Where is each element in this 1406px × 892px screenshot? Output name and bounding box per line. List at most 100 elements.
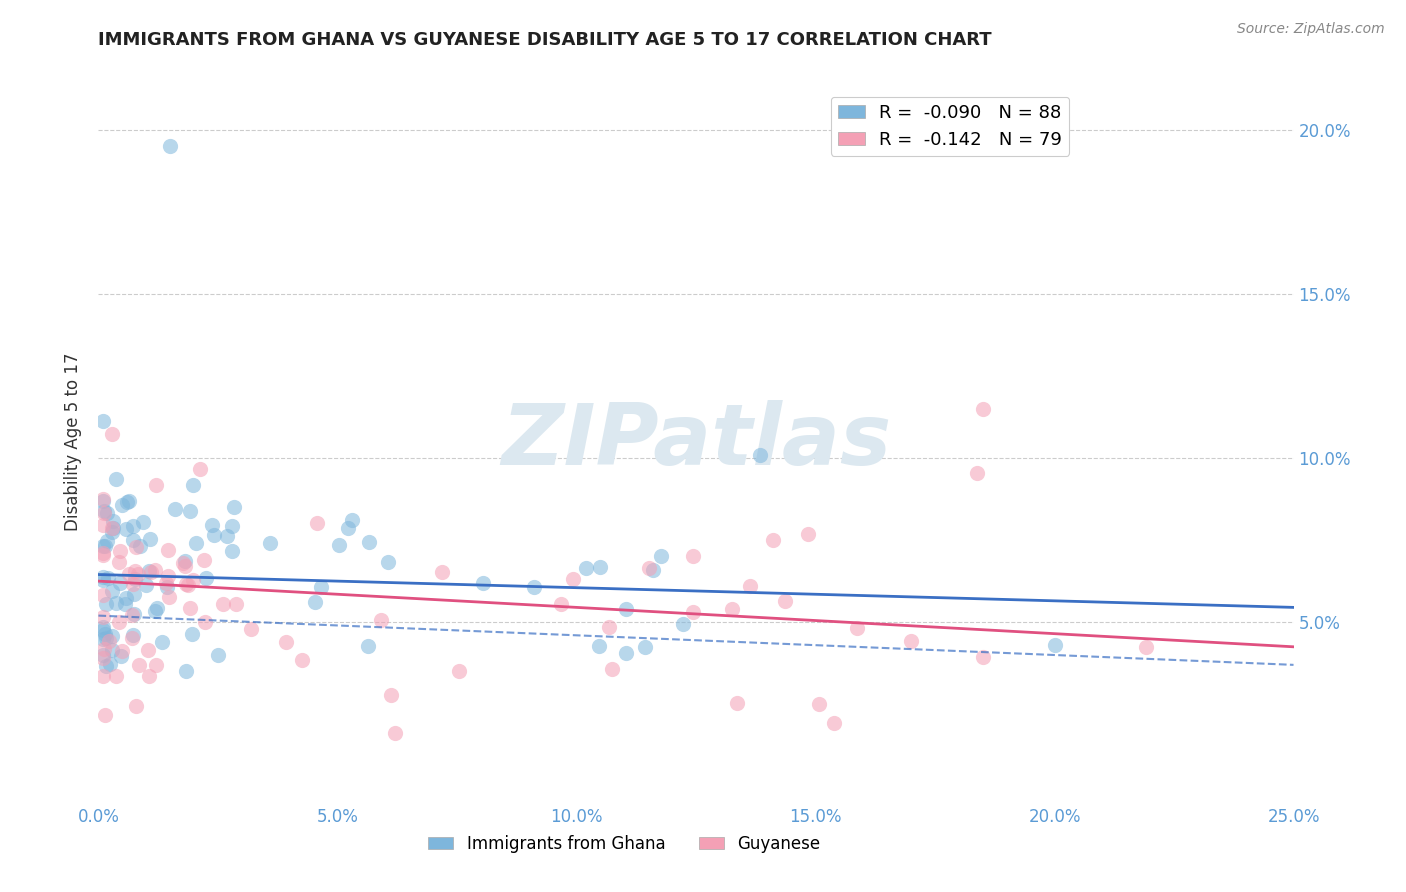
Point xyxy=(184,535,207,549)
Point xyxy=(682,605,704,619)
Point xyxy=(614,602,637,616)
Point xyxy=(550,598,572,612)
Point xyxy=(808,697,831,711)
Point xyxy=(124,564,146,578)
Point xyxy=(845,621,868,635)
Point xyxy=(588,560,610,574)
Point xyxy=(121,519,143,533)
Point xyxy=(125,540,148,554)
Point xyxy=(217,528,239,542)
Point xyxy=(121,607,143,622)
Point xyxy=(143,563,166,577)
Point xyxy=(328,538,350,552)
Point xyxy=(337,521,360,535)
Point xyxy=(138,669,160,683)
Point xyxy=(122,607,145,622)
Point xyxy=(221,518,243,533)
Point xyxy=(138,564,160,578)
Point xyxy=(201,518,224,533)
Point xyxy=(222,500,245,514)
Point xyxy=(155,575,177,590)
Point xyxy=(150,635,173,649)
Point xyxy=(108,576,131,591)
Point xyxy=(562,573,585,587)
Point xyxy=(309,580,332,594)
Point xyxy=(177,578,200,592)
Point xyxy=(131,515,153,529)
Point xyxy=(900,634,922,648)
Point xyxy=(122,628,145,642)
Point xyxy=(96,571,118,585)
Point xyxy=(225,597,247,611)
Point xyxy=(720,602,742,616)
Point xyxy=(91,648,114,662)
Point xyxy=(91,570,114,584)
Point xyxy=(221,543,243,558)
Point xyxy=(377,555,399,569)
Point xyxy=(384,725,406,739)
Point xyxy=(472,575,495,590)
Point xyxy=(118,493,141,508)
Point xyxy=(91,414,114,428)
Point xyxy=(650,549,672,563)
Point xyxy=(91,574,114,588)
Point xyxy=(136,643,159,657)
Point xyxy=(98,657,121,672)
Point xyxy=(128,658,150,673)
Text: IMMIGRANTS FROM GHANA VS GUYANESE DISABILITY AGE 5 TO 17 CORRELATION CHART: IMMIGRANTS FROM GHANA VS GUYANESE DISABI… xyxy=(98,31,993,49)
Point xyxy=(797,526,820,541)
Point xyxy=(96,534,118,549)
Point xyxy=(108,555,131,569)
Point xyxy=(823,715,845,730)
Point xyxy=(110,648,132,663)
Point xyxy=(522,580,544,594)
Point xyxy=(124,699,146,714)
Point xyxy=(641,563,664,577)
Point xyxy=(91,548,114,562)
Point xyxy=(574,560,596,574)
Point xyxy=(194,571,217,585)
Point xyxy=(94,539,117,553)
Y-axis label: Disability Age 5 to 17: Disability Age 5 to 17 xyxy=(65,352,83,531)
Point xyxy=(179,504,201,518)
Point xyxy=(121,631,143,645)
Point xyxy=(193,553,215,567)
Point xyxy=(274,635,297,649)
Point xyxy=(157,591,180,605)
Point xyxy=(96,506,118,520)
Point xyxy=(194,615,217,630)
Point xyxy=(165,501,187,516)
Point xyxy=(118,566,141,581)
Point xyxy=(91,493,114,508)
Point xyxy=(121,577,143,591)
Point xyxy=(100,643,122,657)
Point xyxy=(104,669,127,683)
Point xyxy=(671,617,693,632)
Point xyxy=(108,544,131,558)
Point xyxy=(179,600,201,615)
Point xyxy=(91,540,114,554)
Point xyxy=(181,478,204,492)
Point xyxy=(91,609,114,624)
Point xyxy=(101,427,124,442)
Legend: Immigrants from Ghana, Guyanese: Immigrants from Ghana, Guyanese xyxy=(422,828,827,860)
Point xyxy=(145,605,167,619)
Point xyxy=(105,472,128,486)
Point xyxy=(357,535,380,549)
Point xyxy=(122,586,145,600)
Point xyxy=(91,518,114,533)
Point xyxy=(93,708,115,723)
Point xyxy=(181,627,204,641)
Point xyxy=(93,504,115,518)
Point xyxy=(108,615,131,630)
Point xyxy=(748,448,770,462)
Text: Source: ZipAtlas.com: Source: ZipAtlas.com xyxy=(1237,22,1385,37)
Point xyxy=(291,653,314,667)
Point xyxy=(202,528,225,542)
Point xyxy=(380,688,402,702)
Point xyxy=(156,543,179,558)
Point xyxy=(181,574,204,588)
Point xyxy=(1043,638,1066,652)
Point xyxy=(156,580,179,594)
Point xyxy=(104,595,127,609)
